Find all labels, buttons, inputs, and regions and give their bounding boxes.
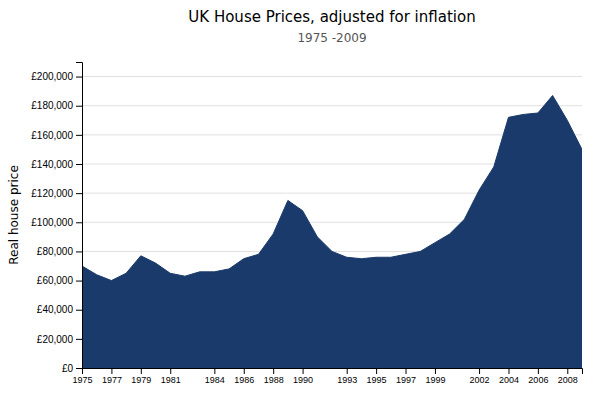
x-tick-label: 1990 — [293, 375, 313, 385]
x-axis-line — [83, 369, 583, 375]
x-tick-label: 2004 — [499, 375, 519, 385]
y-tick-label: £160,000 — [31, 130, 73, 141]
x-tick: 1981 — [161, 368, 181, 385]
y-axis-title: Real house price — [7, 165, 21, 265]
x-tick-label: 1986 — [234, 375, 254, 385]
grid-line — [82, 105, 582, 106]
x-tick-mark — [538, 368, 539, 374]
x-tick-label: 1975 — [72, 375, 92, 385]
x-tick-label: 1979 — [131, 375, 151, 385]
y-tick-label: £120,000 — [31, 188, 73, 199]
y-tick: £140,000 — [31, 159, 82, 170]
y-axis: £0 £20,000 £40,000 £60,000 £80,000 £100,000 £1… — [31, 63, 82, 374]
x-tick-mark — [170, 368, 171, 374]
line — [82, 96, 582, 281]
y-tick-mark — [76, 281, 82, 282]
x-tick-label: 1988 — [264, 375, 284, 385]
y-tick: £160,000 — [31, 130, 82, 141]
chart: UK House Prices, adjusted for inflation 1… — [0, 0, 600, 398]
x-tick-label: 1993 — [337, 375, 357, 385]
x-tick: 1995 — [367, 368, 387, 385]
x-tick-mark — [141, 368, 142, 374]
subtitle: 1975 -2009 — [297, 31, 366, 45]
x-tick: 2006 — [528, 368, 548, 385]
x-tick: 2004 — [499, 368, 519, 385]
plot: 1975 1977 1979 1981 1984 1986 1988 1990 1993 1995… — [31, 63, 582, 386]
x-tick-label: 2002 — [470, 375, 490, 385]
x-tick-label: 1997 — [396, 375, 416, 385]
x-axis: 1975 1977 1979 1981 1984 1986 1988 1990 1993 1995… — [72, 368, 582, 385]
x-tick: 1999 — [425, 368, 445, 385]
y-tick: £0 — [62, 363, 82, 374]
x-tick-mark — [406, 368, 407, 374]
y-tick-label: £100,000 — [31, 217, 73, 228]
y-tick-label: £200,000 — [31, 71, 73, 82]
x-tick: 2008 — [558, 368, 578, 385]
y-tick-label: £180,000 — [31, 100, 73, 111]
y-tick: £20,000 — [37, 334, 82, 345]
y-tick: £60,000 — [37, 275, 82, 286]
y-tick: £180,000 — [31, 100, 82, 111]
x-tick-mark — [435, 368, 436, 374]
y-tick-mark — [76, 106, 82, 107]
x-tick: 1984 — [205, 368, 225, 385]
marks — [82, 96, 582, 368]
x-tick-mark — [244, 368, 245, 374]
y-tick-label: £60,000 — [37, 275, 74, 286]
y-tick: £100,000 — [31, 217, 82, 228]
x-tick: 1979 — [131, 368, 151, 385]
y-tick-label: £140,000 — [31, 159, 73, 170]
y-tick-mark — [76, 251, 82, 252]
x-tick: 1988 — [264, 368, 284, 385]
y-tick-mark — [76, 164, 82, 165]
y-axis-line — [76, 63, 83, 369]
y-tick-label: £0 — [62, 363, 74, 374]
grid-line — [82, 76, 582, 77]
y-tick: £120,000 — [31, 188, 82, 199]
y-tick-mark — [76, 193, 82, 194]
y-tick-label: £80,000 — [37, 246, 74, 257]
y-tick-mark — [76, 368, 82, 369]
y-tick: £40,000 — [37, 304, 82, 315]
x-tick-label: 1999 — [425, 375, 445, 385]
y-tick: £80,000 — [37, 246, 82, 257]
x-tick-mark — [273, 368, 274, 374]
y-tick-mark — [76, 310, 82, 311]
x-tick-mark — [479, 368, 480, 374]
x-tick: 1990 — [293, 368, 313, 385]
y-tick-mark — [76, 135, 82, 136]
x-tick-label: 2008 — [558, 375, 578, 385]
y-tick-label: £40,000 — [37, 304, 74, 315]
x-tick: 1986 — [234, 368, 254, 385]
x-tick-mark — [111, 368, 112, 374]
x-tick: 1997 — [396, 368, 416, 385]
y-tick-mark — [76, 339, 82, 340]
x-tick-label: 2006 — [528, 375, 548, 385]
y-tick-mark — [76, 222, 82, 223]
x-tick: 1977 — [102, 368, 122, 385]
x-tick: 1993 — [337, 368, 357, 385]
x-tick-label: 1984 — [205, 375, 225, 385]
x-tick-label: 1995 — [367, 375, 387, 385]
grid — [82, 77, 582, 368]
x-tick: 2002 — [470, 368, 490, 385]
x-tick-mark — [567, 368, 568, 374]
x-tick-mark — [347, 368, 348, 374]
y-tick: £200,000 — [31, 71, 82, 82]
title: UK House Prices, adjusted for inflation — [188, 8, 475, 26]
x-tick-mark — [303, 368, 304, 374]
y-tick-label: £20,000 — [37, 334, 74, 345]
area — [82, 96, 582, 368]
y-tick-mark — [76, 77, 82, 78]
x-tick-label: 1977 — [102, 375, 122, 385]
x-tick-mark — [214, 368, 215, 374]
x-tick-mark — [376, 368, 377, 374]
x-tick-mark — [508, 368, 509, 374]
x-tick-label: 1981 — [161, 375, 181, 385]
x-tick: 1975 — [72, 368, 92, 385]
